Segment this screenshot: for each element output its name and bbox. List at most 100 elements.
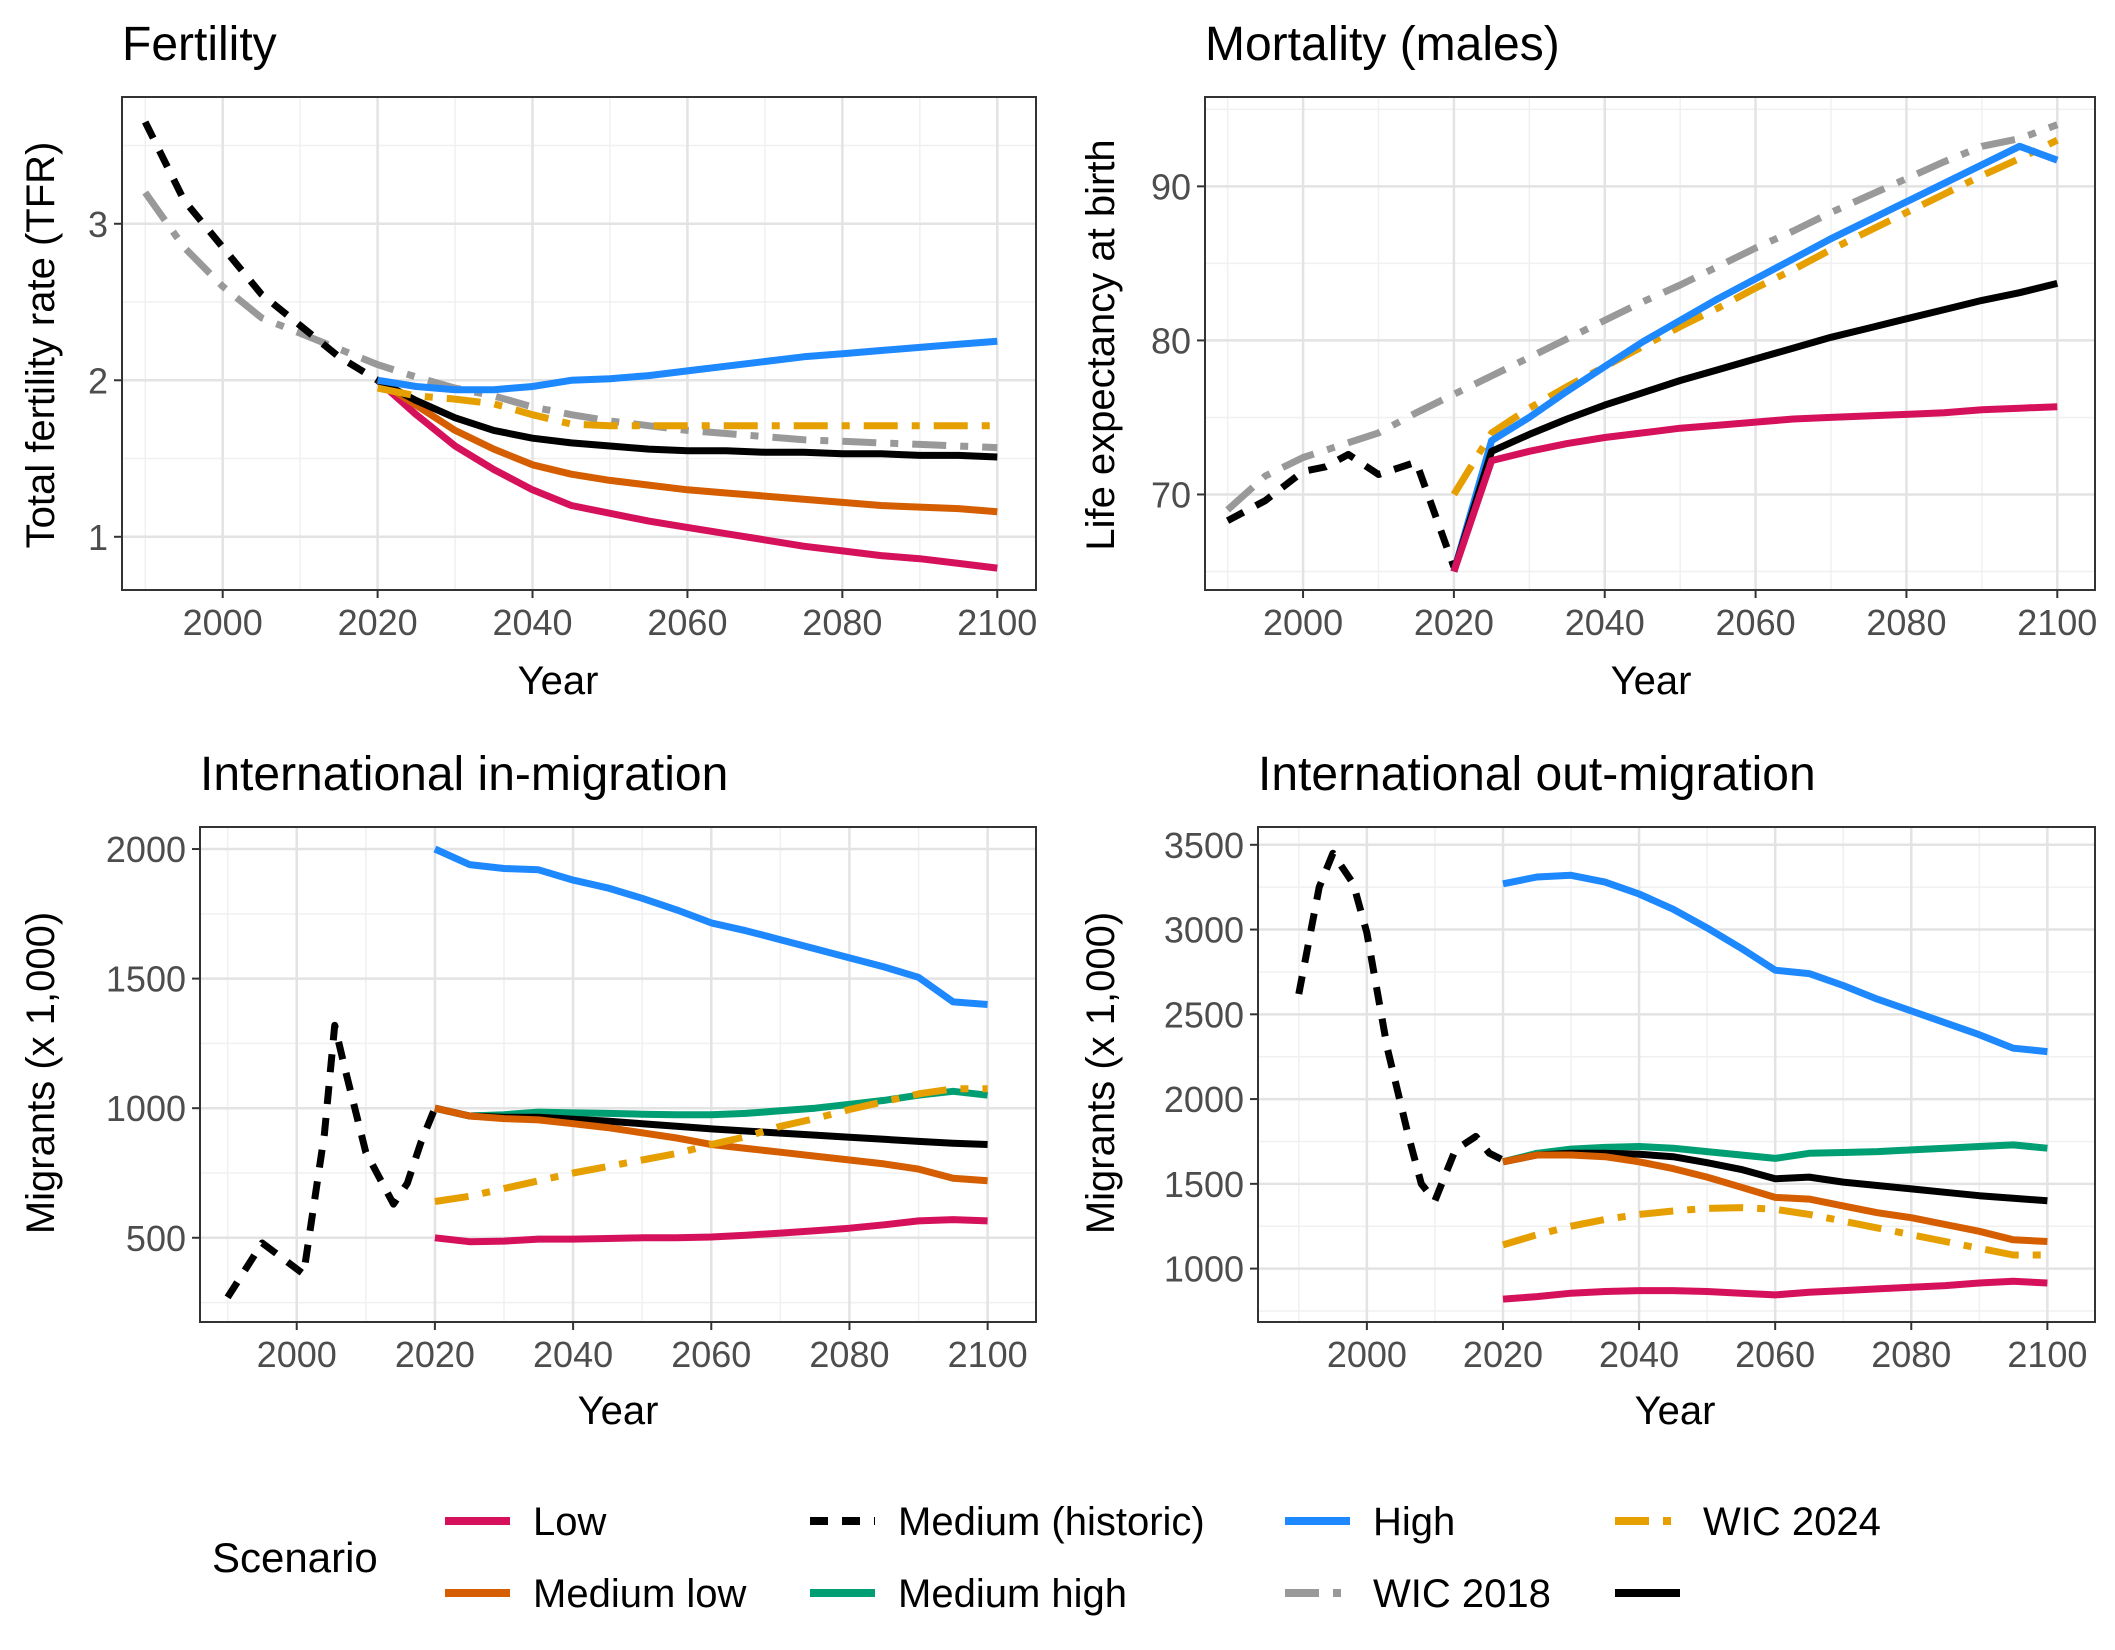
y-tick-label: 3500 bbox=[1164, 825, 1244, 866]
y-tick-label: 1500 bbox=[1164, 1164, 1244, 1205]
series-line-high bbox=[377, 337, 998, 394]
x-tick-label: 2020 bbox=[1414, 602, 1494, 643]
series-line-wic2024 bbox=[434, 1085, 988, 1205]
series-line-medium-high bbox=[1502, 1141, 2048, 1166]
x-tick-label: 2020 bbox=[338, 602, 418, 643]
x-tick-label: 2060 bbox=[1716, 602, 1796, 643]
legend-label: Medium high bbox=[898, 1572, 1127, 1616]
x-tick-label: 2080 bbox=[802, 602, 882, 643]
x-axis-title: Year bbox=[518, 659, 599, 703]
panel-title: International out-migration bbox=[1258, 748, 1816, 801]
y-tick-label: 2000 bbox=[1164, 1079, 1244, 1120]
legend-label: High bbox=[1373, 1500, 1455, 1544]
x-tick-label: 2080 bbox=[1871, 1334, 1951, 1375]
x-tick-label: 2060 bbox=[1735, 1334, 1815, 1375]
y-tick-label: 1500 bbox=[106, 959, 186, 1000]
panel-title: Fertility bbox=[122, 18, 277, 71]
series-line-low bbox=[1450, 403, 2058, 573]
series-line-medium-historic bbox=[142, 120, 380, 384]
plot-area: 2000 2020 2040 2060 2080 2100 500 1000 1500 2000 bbox=[106, 826, 1037, 1375]
x-tick-label: 2060 bbox=[647, 602, 727, 643]
plot-background bbox=[200, 827, 1036, 1322]
panel-fertility: Fertility Total fertility rate (TFR) Yea… bbox=[19, 18, 1037, 703]
series-line-medium-historic bbox=[1225, 450, 1458, 569]
series-line-high bbox=[1502, 871, 2048, 1056]
x-tick-label: 2060 bbox=[671, 1334, 751, 1375]
x-tick-label: 2020 bbox=[1463, 1334, 1543, 1375]
x-tick-label: 2100 bbox=[948, 1334, 1028, 1375]
x-axis-title: Year bbox=[1611, 659, 1692, 703]
x-tick-label: 2040 bbox=[533, 1334, 613, 1375]
x-tick-label: 2100 bbox=[957, 602, 1037, 643]
series-line-medium-historic bbox=[224, 1021, 439, 1300]
legend-label: WIC 2024 bbox=[1703, 1500, 1881, 1544]
panel-international-in-migration: International in-migration Migrants (x 1… bbox=[19, 748, 1037, 1433]
series-line-wic2018 bbox=[1225, 121, 2059, 513]
series-line-medium bbox=[375, 377, 998, 461]
y-tick-label: 2000 bbox=[106, 829, 186, 870]
legend-items: Low Medium low Medium (historic) Medium hig… bbox=[445, 1500, 1881, 1616]
x-tick-label: 2040 bbox=[1599, 1334, 1679, 1375]
plot-area: 2000 2020 2040 2060 2080 2100 1000 1500 2000 2500… bbox=[1164, 825, 2096, 1375]
series-line-wic2018 bbox=[142, 190, 998, 452]
legend-title: Scenario bbox=[212, 1534, 378, 1581]
x-axis-title: Year bbox=[1635, 1389, 1716, 1433]
series-line-wic2024 bbox=[376, 384, 998, 430]
y-tick-label: 3 bbox=[88, 204, 108, 245]
legend: Scenario Low Medium low Medium (historic) M… bbox=[212, 1500, 1881, 1616]
panel-title: International in-migration bbox=[200, 748, 728, 801]
series-line-low bbox=[375, 377, 998, 572]
legend-item-medium-low: Medium low bbox=[445, 1572, 747, 1616]
x-tick-label: 2000 bbox=[1327, 1334, 1407, 1375]
plot-border bbox=[199, 826, 1037, 1323]
y-tick-label: 2 bbox=[88, 360, 108, 401]
series-line-low bbox=[1502, 1277, 2048, 1303]
x-tick-label: 2080 bbox=[809, 1334, 889, 1375]
y-tick-label: 2500 bbox=[1164, 994, 1244, 1035]
series-line-high bbox=[433, 845, 988, 1008]
plot-area: 2000 2020 2040 2060 2080 2100 70 80 90 bbox=[1151, 96, 2097, 643]
legend-item-medium-high: Medium high bbox=[810, 1572, 1127, 1616]
legend-label: Medium (historic) bbox=[898, 1500, 1205, 1544]
panel-international-out-migration: International out-migration Migrants (x … bbox=[1079, 748, 2096, 1433]
series-line-wic2024 bbox=[1450, 136, 2059, 497]
y-axis-title: Life expectancy at birth bbox=[1079, 139, 1123, 550]
y-axis-title: Migrants (x 1,000) bbox=[19, 912, 63, 1234]
x-tick-label: 2040 bbox=[492, 602, 572, 643]
y-tick-label: 1 bbox=[88, 517, 108, 558]
panel-mortality-males: Mortality (males) Life expectancy at bir… bbox=[1079, 18, 2097, 703]
series-line-wic2024 bbox=[1501, 1204, 2048, 1259]
y-axis-title: Migrants (x 1,000) bbox=[1079, 912, 1123, 1234]
x-tick-label: 2080 bbox=[1866, 602, 1946, 643]
y-tick-label: 80 bbox=[1151, 320, 1191, 361]
panel-title: Mortality (males) bbox=[1205, 18, 1560, 71]
series-line-medium-low bbox=[375, 377, 998, 516]
y-tick-label: 1000 bbox=[106, 1088, 186, 1129]
y-tick-label: 3000 bbox=[1164, 910, 1244, 951]
legend-item-wic2018: WIC 2018 bbox=[1285, 1572, 1551, 1616]
y-axis-title: Total fertility rate (TFR) bbox=[19, 142, 63, 549]
x-tick-label: 2000 bbox=[257, 1334, 337, 1375]
legend-label: Medium low bbox=[533, 1572, 747, 1616]
legend-label: WIC 2018 bbox=[1373, 1572, 1551, 1616]
x-tick-label: 2000 bbox=[1263, 602, 1343, 643]
plot-border bbox=[1204, 96, 2096, 591]
plot-area: 2000 2020 2040 2060 2080 2100 1 2 3 bbox=[88, 96, 1037, 643]
series-line-medium-low bbox=[1502, 1151, 2048, 1245]
x-tick-label: 2100 bbox=[2007, 1334, 2087, 1375]
plot-border bbox=[1257, 826, 2096, 1323]
y-tick-label: 1000 bbox=[1164, 1249, 1244, 1290]
x-axis-title: Year bbox=[578, 1389, 659, 1433]
legend-item-low: Low bbox=[445, 1500, 606, 1544]
y-tick-label: 90 bbox=[1151, 166, 1191, 207]
legend-item-high: High bbox=[1285, 1500, 1455, 1544]
x-tick-label: 2020 bbox=[395, 1334, 475, 1375]
series-line-medium-historic bbox=[1295, 849, 1505, 1205]
series-line-high bbox=[1450, 142, 2059, 573]
plot-border bbox=[121, 96, 1037, 591]
y-tick-label: 500 bbox=[126, 1218, 186, 1259]
legend-item-wic2024: WIC 2024 bbox=[1615, 1500, 1881, 1544]
x-tick-label: 2000 bbox=[183, 602, 263, 643]
series-line-medium bbox=[1450, 280, 2059, 573]
